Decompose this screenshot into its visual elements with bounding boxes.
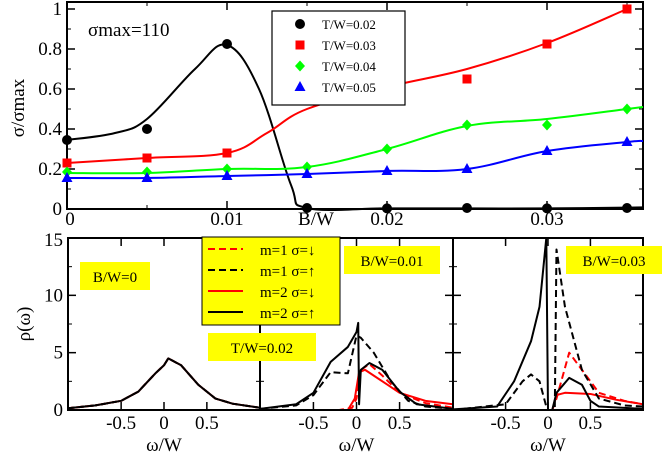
data-point	[461, 163, 473, 173]
legend-label: m=1 σ=↓	[260, 243, 315, 259]
legend-marker	[295, 60, 305, 72]
dos-plots: 0 5 10 15 -0.5 0 0.5 ω/W -0.5 0 0.5 ω/W -0.5 0 0.5 ω/W ρ…	[14, 230, 662, 456]
fit-curve	[66, 43, 644, 211]
data-point	[542, 119, 552, 131]
dos-curve	[453, 248, 643, 410]
legend-label: T/W=0.03	[322, 38, 376, 53]
x-tick-label: 0.5	[388, 413, 412, 434]
y-tick-label: 15	[44, 230, 63, 251]
dos-curve	[68, 357, 260, 410]
dos-curve	[453, 238, 643, 410]
y-tick-label: 10	[44, 285, 63, 306]
data-point	[302, 161, 312, 173]
panel-label: B/W=0	[93, 270, 137, 286]
data-point	[542, 203, 552, 214]
panel-label-box	[566, 246, 662, 274]
legend-label: T/W=0.04	[322, 59, 376, 74]
legend-box	[201, 236, 341, 326]
data-point	[221, 170, 233, 180]
data-point	[222, 163, 232, 175]
data-point	[301, 168, 313, 178]
data-point	[462, 74, 472, 84]
data-point	[222, 39, 232, 49]
data-point	[62, 135, 72, 145]
panel-label-box	[80, 262, 150, 290]
x-axis-label: ω/W	[530, 435, 566, 456]
panel-label: B/W=0.01	[360, 254, 423, 270]
data-point	[381, 165, 393, 175]
x-axis-label: ω/W	[146, 435, 182, 456]
x-tick-label: 0.5	[579, 413, 603, 434]
legend: T/W=0.02 T/W=0.03 T/W=0.04 T/W=0.05	[271, 10, 406, 106]
y-tick-label: 5	[54, 343, 64, 364]
dos-curve	[260, 368, 453, 410]
x-tick-label: 0	[352, 413, 362, 434]
y-tick-label: 0	[53, 199, 63, 220]
legend-label: m=2 σ=↑	[260, 306, 315, 322]
x-tick-label: -0.5	[298, 413, 328, 434]
y-tick-label: 0.2	[38, 159, 62, 180]
x-tick-label: 0	[65, 209, 75, 230]
y-tick-label: 0	[54, 400, 64, 421]
legend-marker	[295, 40, 305, 50]
data-point	[222, 148, 232, 158]
data-point	[142, 153, 152, 163]
data-point	[622, 4, 632, 14]
data-point	[382, 143, 392, 155]
x-tick-label: 0.01	[210, 209, 243, 230]
data-point	[621, 136, 633, 146]
y-axis-label: σ/σmax	[8, 78, 29, 137]
x-axis-label: ω/W	[339, 435, 375, 456]
x-tick-label: 0.02	[370, 209, 403, 230]
panel-label-box	[344, 246, 440, 274]
dos-panel: -0.5 0 0.5 ω/W	[452, 237, 644, 456]
x-axis-label: B/W	[298, 209, 334, 230]
temperature-label: T/W=0.02	[231, 341, 293, 357]
legend-label: m=1 σ=↑	[260, 264, 315, 280]
temperature-label-box	[208, 333, 316, 361]
fit-curve	[66, 106, 644, 175]
legend: m=1 σ=↓ m=1 σ=↑ m=2 σ=↓ m=2 σ=↑	[201, 236, 341, 326]
sigma-max-annotation: σmax=110	[88, 20, 169, 41]
y-tick-label: 1	[53, 0, 63, 20]
x-tick-label: -0.5	[491, 413, 521, 434]
data-point	[622, 203, 632, 213]
data-point	[142, 124, 152, 134]
x-tick-label: 0.5	[195, 413, 219, 434]
data-point	[462, 203, 472, 213]
y-axis-label: ρ(ω)	[14, 307, 35, 342]
legend-marker	[295, 19, 305, 29]
y-tick-label: 0.8	[38, 39, 62, 60]
x-tick-label: 0.03	[530, 209, 563, 230]
conductivity-plot: σ/σmax σmax=110 0 0.2 0.4 0.6 0.8 1 0 0.01 0.02 0…	[8, 0, 644, 230]
legend-label: T/W=0.05	[322, 80, 376, 95]
data-point	[622, 103, 632, 115]
legend-label: m=2 σ=↓	[260, 285, 315, 301]
dos-panel: -0.5 0 0.5 ω/W	[259, 237, 454, 456]
legend-marker	[294, 81, 306, 91]
legend-label: T/W=0.02	[322, 17, 376, 32]
data-point	[462, 119, 472, 131]
data-point	[541, 145, 553, 155]
y-tick-label: 0.4	[38, 119, 62, 140]
legend-box	[271, 10, 406, 106]
dos-curve	[260, 321, 453, 410]
x-tick-label: 0	[543, 413, 553, 434]
x-tick-label: -0.5	[106, 413, 136, 434]
dos-panel: 0 5 10 15 -0.5 0 0.5 ω/W	[44, 230, 261, 456]
dos-curve	[453, 391, 643, 410]
data-point	[302, 203, 312, 213]
data-point	[382, 203, 392, 214]
data-point	[62, 158, 72, 168]
data-point	[61, 172, 73, 182]
data-point	[141, 172, 153, 182]
x-tick-label: 0	[159, 413, 169, 434]
y-tick-label: 0.6	[38, 79, 62, 100]
panel-label: B/W=0.03	[582, 254, 645, 270]
data-point	[542, 39, 552, 49]
